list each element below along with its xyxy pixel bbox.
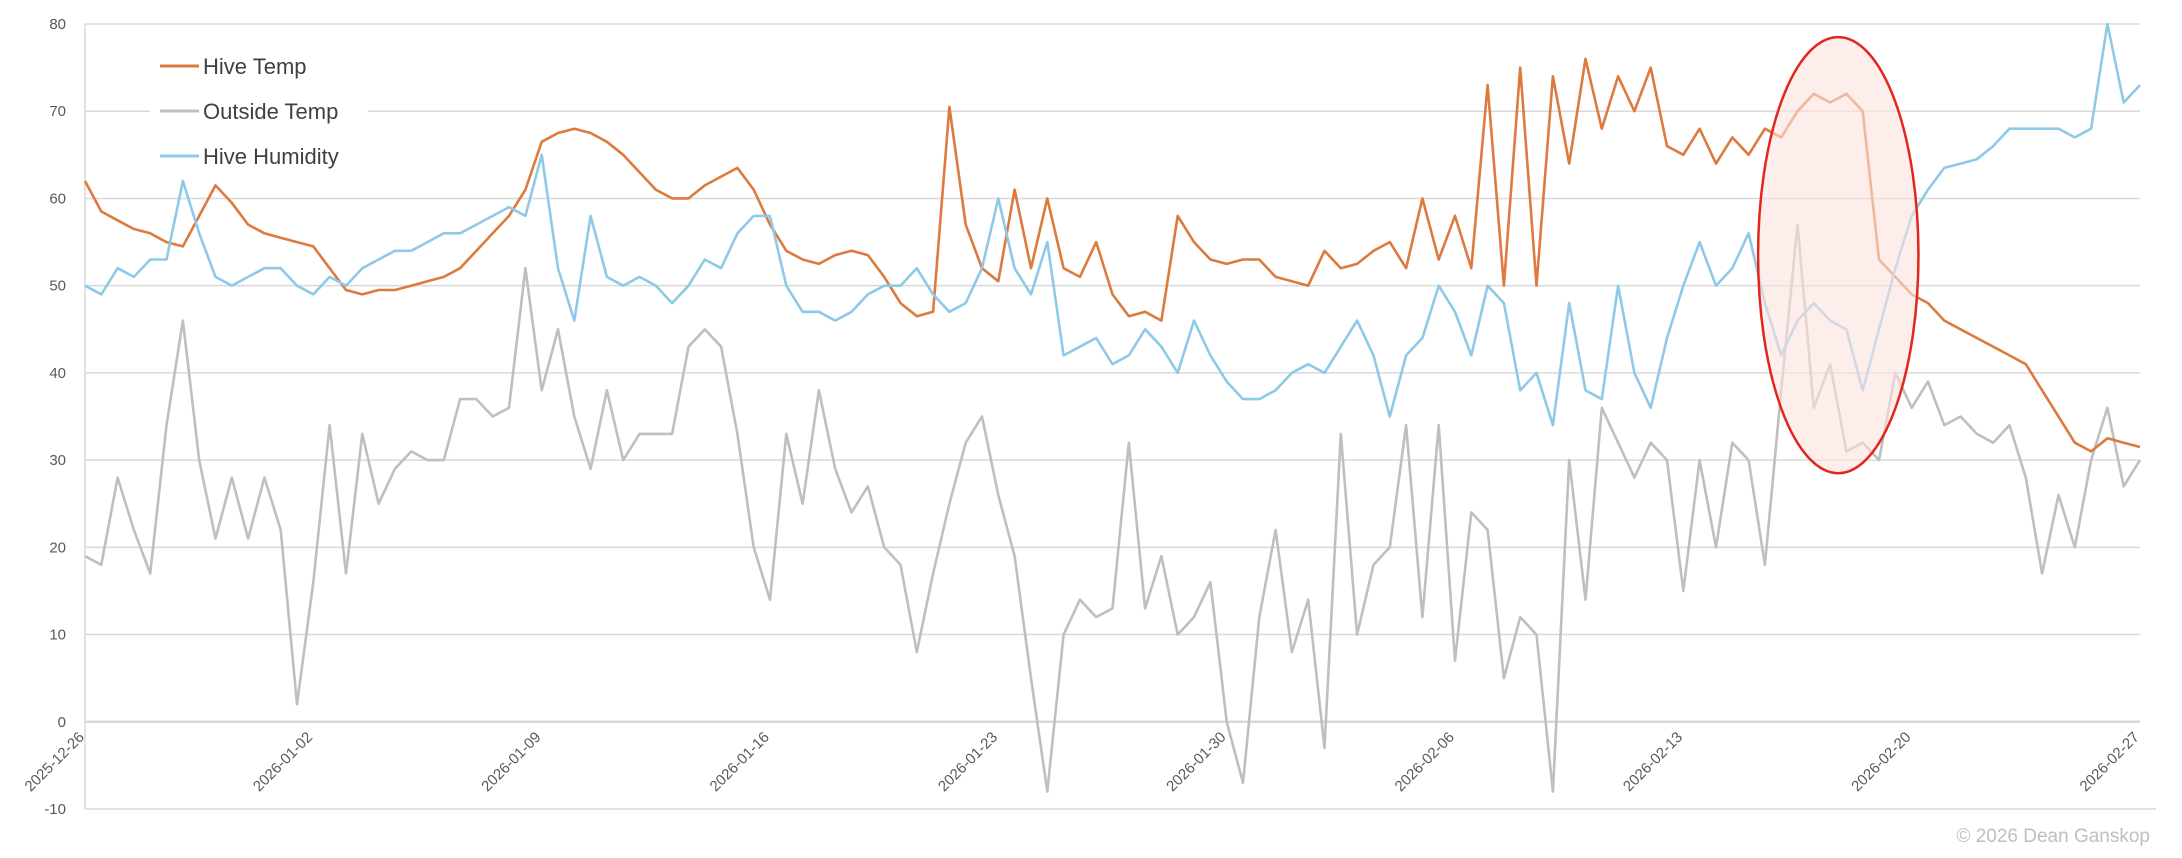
x-tick-label: 2026-02-13: [1620, 729, 1686, 795]
x-tick-label: 2026-01-16: [707, 729, 773, 795]
y-tick-label: 50: [49, 278, 66, 295]
x-tick-label: 2026-01-23: [935, 729, 1001, 795]
x-axis-tick-labels: 2025-12-26 2026-01-02 2026-01-09 2026-01-16…: [22, 729, 2143, 795]
x-tick-label: 2026-02-20: [1848, 729, 1914, 795]
y-tick-label: 40: [49, 365, 66, 382]
annotations: [1756, 35, 1920, 475]
y-tick-label: 60: [49, 190, 66, 207]
x-tick-label: 2026-02-27: [2077, 729, 2143, 795]
y-tick-label: 0: [58, 714, 66, 731]
legend-label: Hive Humidity: [203, 144, 339, 169]
x-tick-label: 2025-12-26: [22, 729, 88, 795]
y-tick-label: 30: [49, 452, 66, 469]
x-tick-label: 2026-01-02: [250, 729, 316, 795]
highlight-ellipse: [1756, 35, 1920, 475]
x-tick-label: 2026-02-06: [1392, 729, 1458, 795]
x-tick-label: 2026-01-09: [478, 729, 544, 795]
y-tick-label: 10: [49, 627, 66, 644]
legend-label: Outside Temp: [203, 99, 338, 124]
legend-label: Hive Temp: [203, 54, 307, 79]
y-axis-tick-labels: -10 0 10 20 30 40 50 60 70 80: [44, 16, 66, 818]
legend: Hive Temp Outside Temp Hive Humidity: [150, 44, 368, 178]
y-tick-label: 80: [49, 16, 66, 33]
copyright-notice: © 2026 Dean Ganskop: [1956, 826, 2150, 847]
gridlines: [84, 23, 2156, 810]
y-tick-label: -10: [44, 801, 66, 818]
y-tick-label: 20: [49, 539, 66, 556]
x-tick-label: 2026-01-30: [1163, 729, 1229, 795]
y-tick-label: 70: [49, 103, 66, 120]
